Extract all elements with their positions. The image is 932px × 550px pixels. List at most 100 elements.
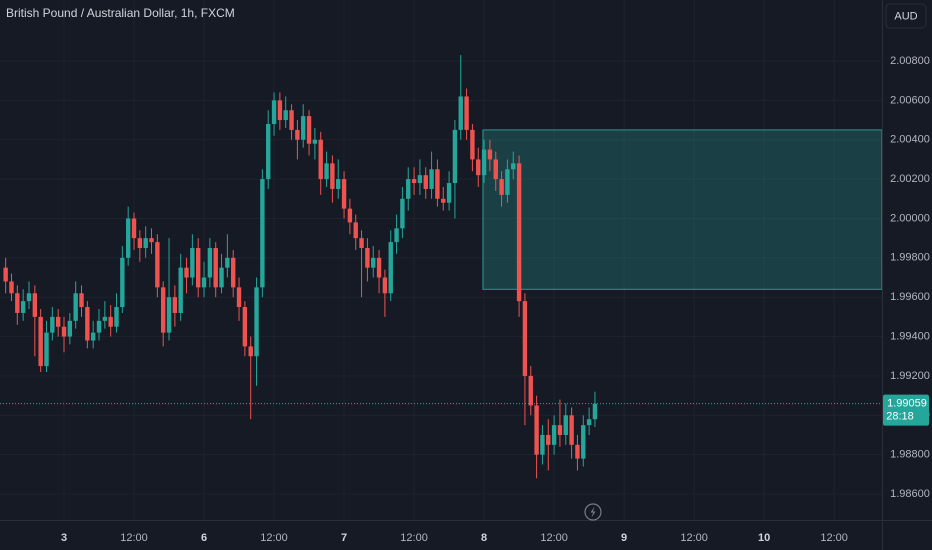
- candle-body: [411, 179, 417, 184]
- candle-body: [131, 218, 137, 239]
- candle-body: [505, 169, 510, 195]
- x-tick-label: 12:00: [680, 532, 708, 544]
- candle-body: [551, 425, 557, 445]
- x-tick-label: 3: [61, 532, 67, 544]
- candle-body: [306, 116, 312, 144]
- y-tick-label: 1.99600: [890, 291, 930, 303]
- candle-body: [365, 247, 370, 268]
- candle-body: [149, 238, 154, 243]
- candle-body: [441, 198, 446, 203]
- candle-body: [353, 222, 358, 239]
- x-tick-label: 12:00: [820, 532, 848, 544]
- candle-body: [295, 129, 300, 140]
- candle-body: [254, 287, 259, 357]
- candle-body: [143, 238, 148, 248]
- candle-body: [586, 419, 592, 426]
- candle-body: [55, 316, 61, 327]
- candle-body: [458, 96, 463, 130]
- candle-body: [481, 149, 487, 176]
- candle-body: [516, 163, 522, 302]
- x-tick-label: 12:00: [260, 532, 288, 544]
- candle-body: [301, 116, 306, 140]
- currency-button[interactable]: [885, 3, 927, 29]
- candle-body: [277, 100, 283, 121]
- candle-body: [231, 257, 236, 288]
- candle-body: [73, 293, 78, 321]
- x-tick-label: 8: [481, 532, 487, 544]
- alert-circle: [584, 503, 602, 521]
- y-tick-label: 1.99200: [890, 370, 930, 382]
- x-tick-label: 7: [341, 532, 347, 544]
- candle-body: [359, 238, 364, 248]
- candle-body: [61, 326, 67, 337]
- candle-body: [213, 247, 218, 288]
- candle-body: [487, 149, 493, 160]
- candle-body: [236, 287, 242, 308]
- candle-body: [557, 425, 563, 435]
- candle-body: [44, 332, 49, 367]
- candle-body: [493, 159, 498, 180]
- candle-body: [371, 257, 376, 268]
- last-price-box: [883, 394, 929, 426]
- candle-body: [3, 267, 8, 282]
- candle-body: [452, 129, 458, 184]
- candle-body: [137, 238, 143, 248]
- candle-body: [102, 316, 108, 321]
- y-tick-label: 2.00400: [890, 134, 930, 146]
- x-tick-label: 12:00: [120, 532, 148, 544]
- candle-body: [470, 129, 475, 160]
- candle-body: [476, 159, 481, 176]
- candle-body: [330, 163, 335, 189]
- alert-icon[interactable]: [584, 503, 602, 521]
- countdown-label: 28:18: [886, 411, 914, 423]
- candle-body: [190, 247, 195, 278]
- candle-body: [435, 169, 440, 199]
- candle-body: [225, 257, 230, 268]
- candle-body: [406, 179, 411, 199]
- candle-body: [592, 403, 598, 420]
- last-price-label: 1.99059: [887, 398, 927, 410]
- candle-body: [108, 316, 113, 327]
- candle-body: [312, 139, 318, 144]
- candle-body: [20, 301, 26, 313]
- y-tick-label: 2.00800: [890, 55, 930, 67]
- candle-body: [85, 307, 90, 341]
- candle-body: [9, 281, 14, 294]
- candle-body: [499, 179, 504, 195]
- candle-body: [266, 123, 271, 180]
- candle-body: [540, 434, 545, 455]
- candle-body: [242, 307, 248, 347]
- y-tick-label: 1.99400: [890, 330, 930, 342]
- alert-bolt: [590, 506, 596, 518]
- y-tick-label: 2.00200: [890, 173, 930, 185]
- candle-body: [184, 267, 189, 278]
- candle-body: [178, 267, 183, 313]
- x-tick-label: 10: [758, 532, 770, 544]
- candle-body: [79, 293, 84, 308]
- x-tick-label: 9: [621, 532, 627, 544]
- candle-body: [26, 293, 32, 302]
- candle-body: [201, 277, 207, 288]
- x-tick-label: 6: [201, 532, 207, 544]
- candle-body: [195, 247, 201, 288]
- candle-body: [67, 320, 73, 337]
- candle-body: [219, 267, 224, 288]
- candle-body: [283, 110, 288, 121]
- candle-body: [90, 332, 96, 341]
- x-tick-label: 12:00: [400, 532, 428, 544]
- chart-title: British Pound / Australian Dollar, 1h, F…: [6, 6, 235, 20]
- candle-body: [341, 179, 347, 209]
- candle-body: [120, 257, 125, 308]
- candle-body: [464, 96, 469, 130]
- candle-body: [575, 444, 580, 459]
- candle-body: [155, 242, 160, 288]
- candle-body: [260, 179, 265, 288]
- candle-body: [429, 169, 434, 189]
- candle-body: [318, 139, 323, 180]
- candle-body: [388, 242, 393, 294]
- candle-body: [15, 293, 20, 313]
- candle-body: [347, 208, 353, 223]
- candle-body: [248, 346, 253, 357]
- candle-body: [125, 218, 131, 258]
